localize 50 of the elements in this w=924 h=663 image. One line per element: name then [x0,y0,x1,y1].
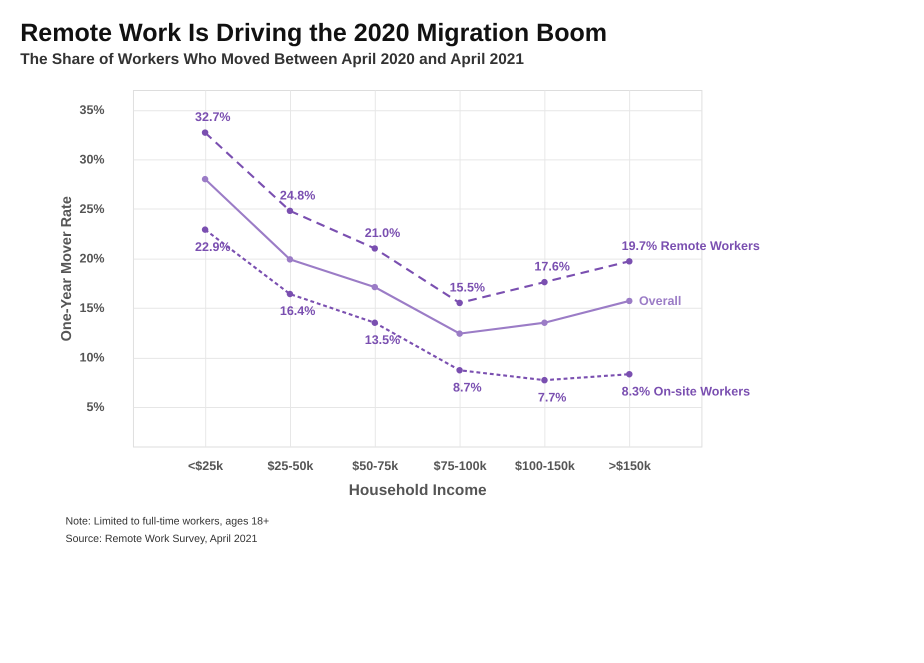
data-label: 16.4% [280,304,316,318]
point [626,258,633,265]
point [541,278,548,286]
data-label: 24.8% [280,188,316,202]
text: Note: Limited to full-time workers, ages 18+ [66,516,270,528]
x-tick-label: <$25k [188,459,224,474]
data-label: 8.7% [453,380,482,394]
point [372,284,378,290]
data-label: 15.5% [450,280,486,294]
point [286,208,294,214]
point [541,320,548,326]
source-note: Source: Remote Work Survey, April 2021 [66,532,258,545]
data-label: 17.6% [534,260,570,274]
point [372,245,378,252]
point [202,226,208,233]
point [372,320,378,326]
point [626,298,633,304]
data-label: 7.7% [538,390,566,404]
series-label: Overall [638,294,682,308]
point [626,370,633,378]
x-tick-label: >$150k [608,459,651,474]
point [456,330,463,337]
data-label: 32.7% [195,110,231,124]
x-axis-title: Household Income [348,482,488,500]
point [202,176,208,182]
point [202,129,208,136]
data-label: 13.5% [364,332,400,347]
point [541,376,548,384]
y-tick-label: 35% [79,103,105,118]
chart-subtitle: The Share of Workers Who Moved Between April 2020 and April 2021 [20,50,524,68]
point [456,300,463,306]
x-tick-label: $50-75k [352,459,398,474]
point [286,256,294,263]
x-tick-label: $75-100k [434,459,487,474]
y-tick-label: 25% [79,202,105,216]
x-tick-label: $100-150k [515,459,575,474]
y-tick-label: 30% [79,152,105,167]
data-label: 22.9% [195,240,231,254]
text: 19.7% Remote Workers [622,238,760,253]
point [456,367,463,374]
y-tick-label: 15% [79,301,105,316]
y-tick-label: 20% [79,252,105,266]
chart-title: Remote Work Is Driving the 2020 Migration Boom [20,18,608,47]
x-tick-label: $25-50k [267,459,314,474]
data-label: 21.0% [364,226,400,240]
text: 8.3% On-site Workers [622,384,750,398]
y-tick-label: 5% [86,400,105,414]
y-tick-label: 10% [79,350,105,365]
point [286,290,294,298]
y-axis-title: One-Year Mover Rate [58,196,75,342]
